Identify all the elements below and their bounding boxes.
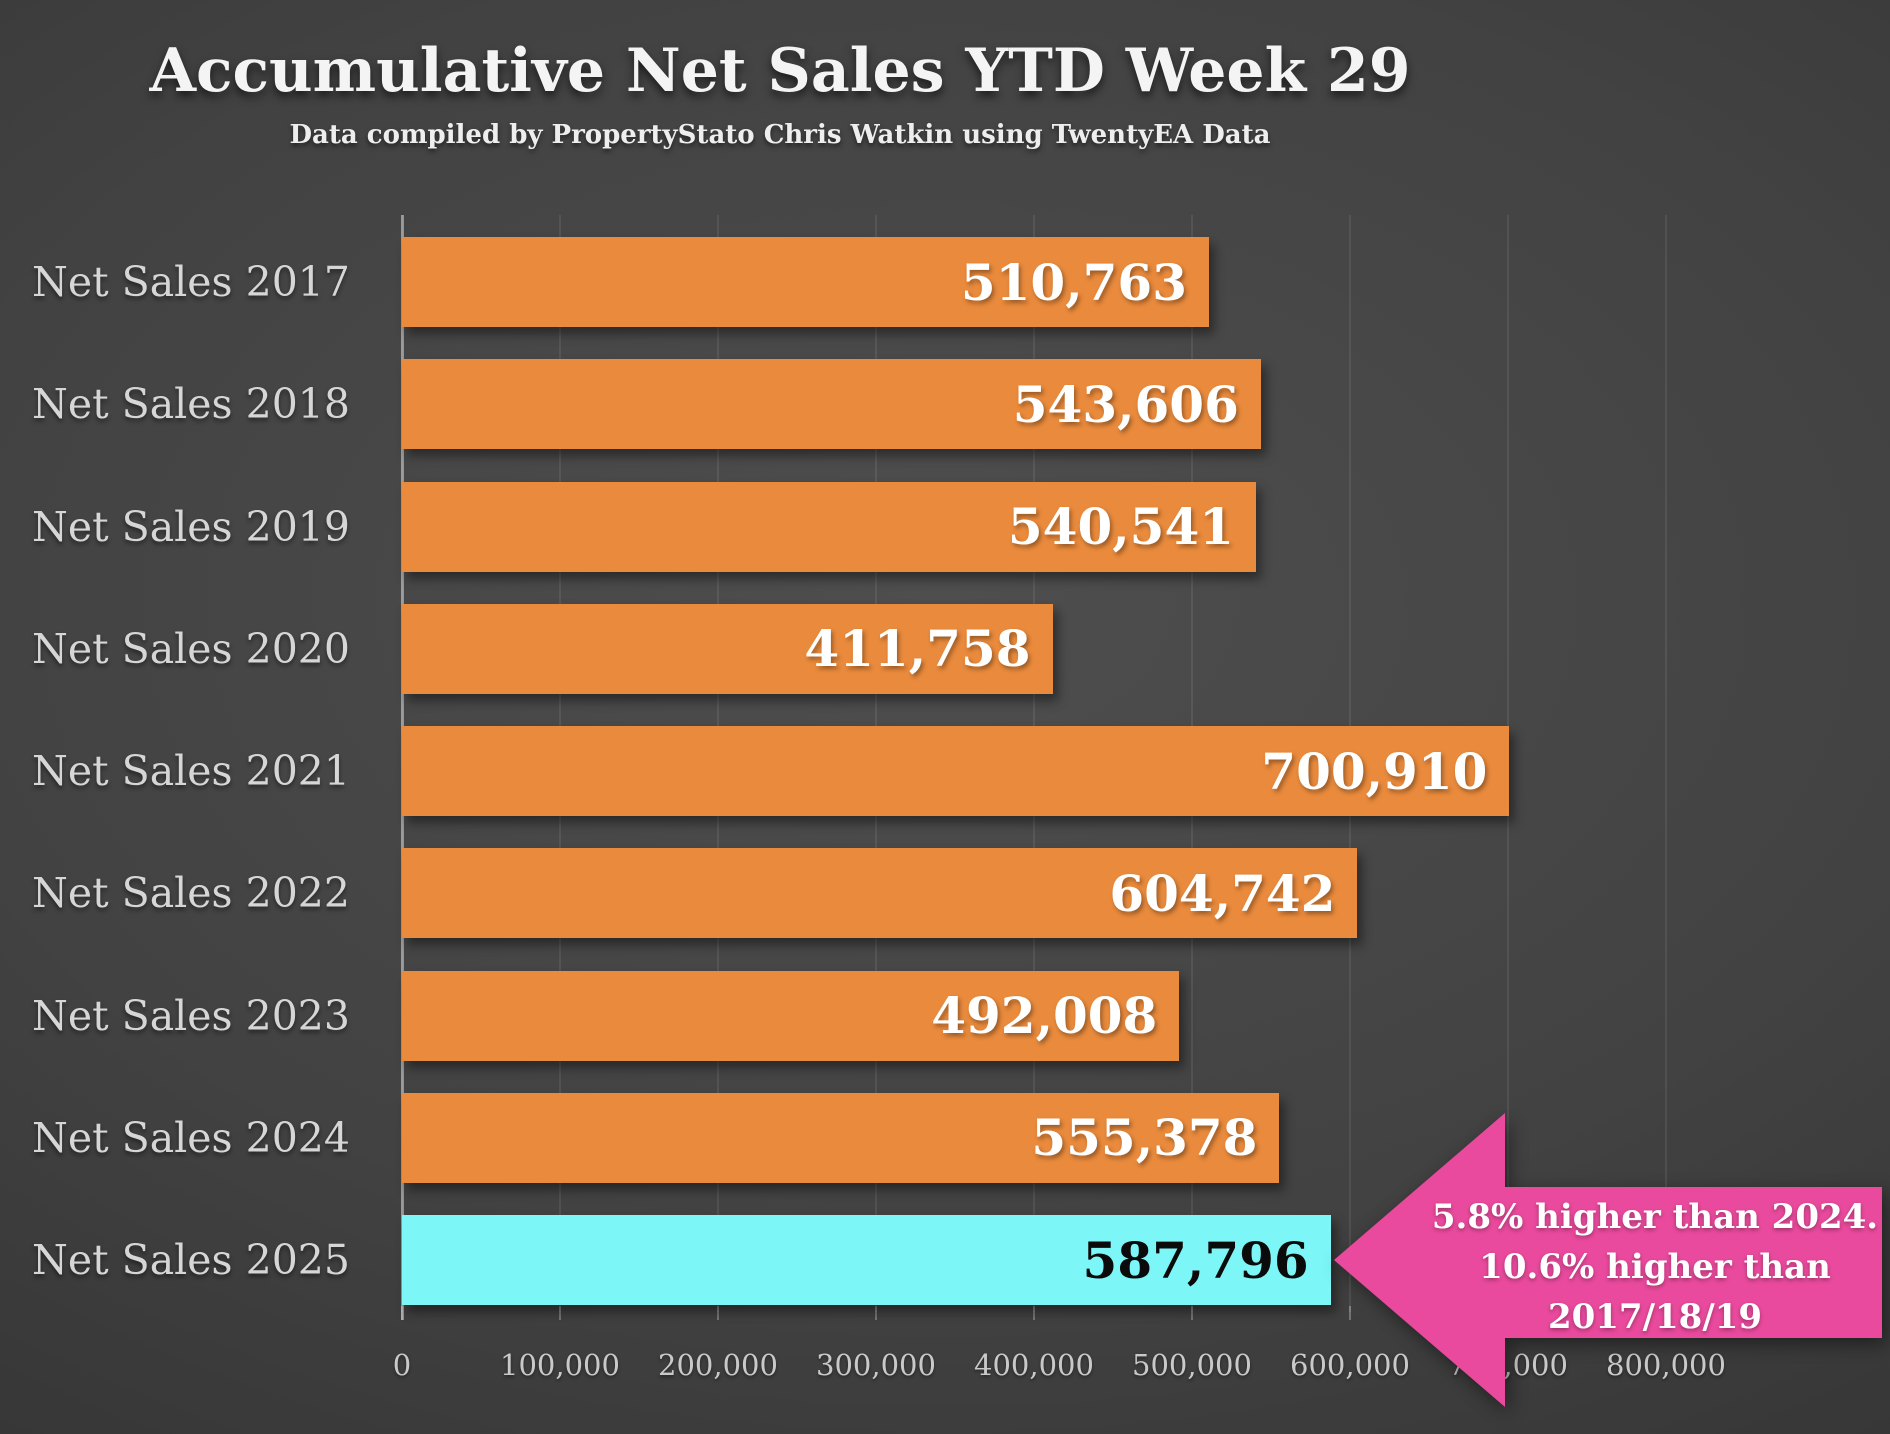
bar-value-label: 555,378 (1031, 1108, 1258, 1168)
category-label: Net Sales 2025 (32, 1236, 350, 1284)
axis-tick (1033, 1306, 1035, 1320)
x-axis-tick-label: 800,000 (1606, 1348, 1726, 1382)
bar-value-label: 492,008 (931, 986, 1158, 1045)
category-label: Net Sales 2017 (32, 258, 350, 306)
bar: 587,796 (402, 1215, 1331, 1305)
annotation-line: 10.6% higher than (1479, 1247, 1831, 1287)
axis-tick (559, 1306, 561, 1320)
chart-subtitle: Data compiled by PropertyStato Chris Wat… (289, 120, 1271, 150)
bar: 510,763 (402, 237, 1209, 327)
bar-value-label: 543,606 (1012, 374, 1239, 434)
annotation-line: 2017/18/19 (1547, 1297, 1763, 1337)
bar: 543,606 (402, 359, 1261, 450)
bar: 411,758 (402, 603, 1053, 694)
gridline (1665, 215, 1667, 1312)
x-axis-tick-label: 300,000 (816, 1348, 936, 1382)
x-axis-tick-label: 500,000 (1132, 1348, 1252, 1382)
x-axis-tick-label: 400,000 (974, 1348, 1094, 1382)
annotation-text: 5.8% higher than 2024. 10.6% higher than… (1422, 1192, 1888, 1342)
category-label: Net Sales 2023 (32, 991, 350, 1040)
bar-value-label: 540,541 (1007, 497, 1235, 556)
axis-tick (1191, 1306, 1193, 1320)
category-label: Net Sales 2019 (32, 502, 350, 551)
category-label: Net Sales 2021 (32, 747, 350, 795)
left-arrow-shape (1334, 1113, 1882, 1407)
chart-header: Accumulative Net Sales YTD Week 29 Data … (0, 36, 1560, 150)
bar: 604,742 (402, 848, 1358, 939)
category-label: Net Sales 2020 (32, 624, 350, 673)
x-axis-tick-label: 0 (392, 1348, 412, 1382)
annotation-line: 5.8% higher than 2024. (1431, 1197, 1879, 1237)
axis-tick (875, 1306, 877, 1320)
chart-title: Accumulative Net Sales YTD Week 29 (149, 36, 1411, 106)
axis-tick (1349, 1306, 1351, 1320)
bar-value-label: 700,910 (1261, 741, 1488, 801)
x-axis-tick-label: 600,000 (1290, 1348, 1410, 1382)
bar-value-label: 604,742 (1109, 863, 1336, 923)
bar: 555,378 (402, 1092, 1280, 1183)
axis-tick (717, 1306, 719, 1320)
category-label: Net Sales 2024 (32, 1113, 350, 1162)
bar: 492,008 (402, 970, 1180, 1061)
bar-value-label: 587,796 (1082, 1230, 1309, 1290)
bar-value-label: 510,763 (960, 252, 1187, 312)
category-label: Net Sales 2018 (32, 380, 350, 429)
bar-value-label: 411,758 (804, 619, 1031, 679)
bar: 540,541 (402, 481, 1257, 572)
x-axis-tick-label: 200,000 (658, 1348, 778, 1382)
bar: 700,910 (402, 726, 1510, 816)
axis-tick (401, 1306, 403, 1320)
category-label: Net Sales 2022 (32, 869, 350, 918)
x-axis-tick-label: 100,000 (500, 1348, 620, 1382)
